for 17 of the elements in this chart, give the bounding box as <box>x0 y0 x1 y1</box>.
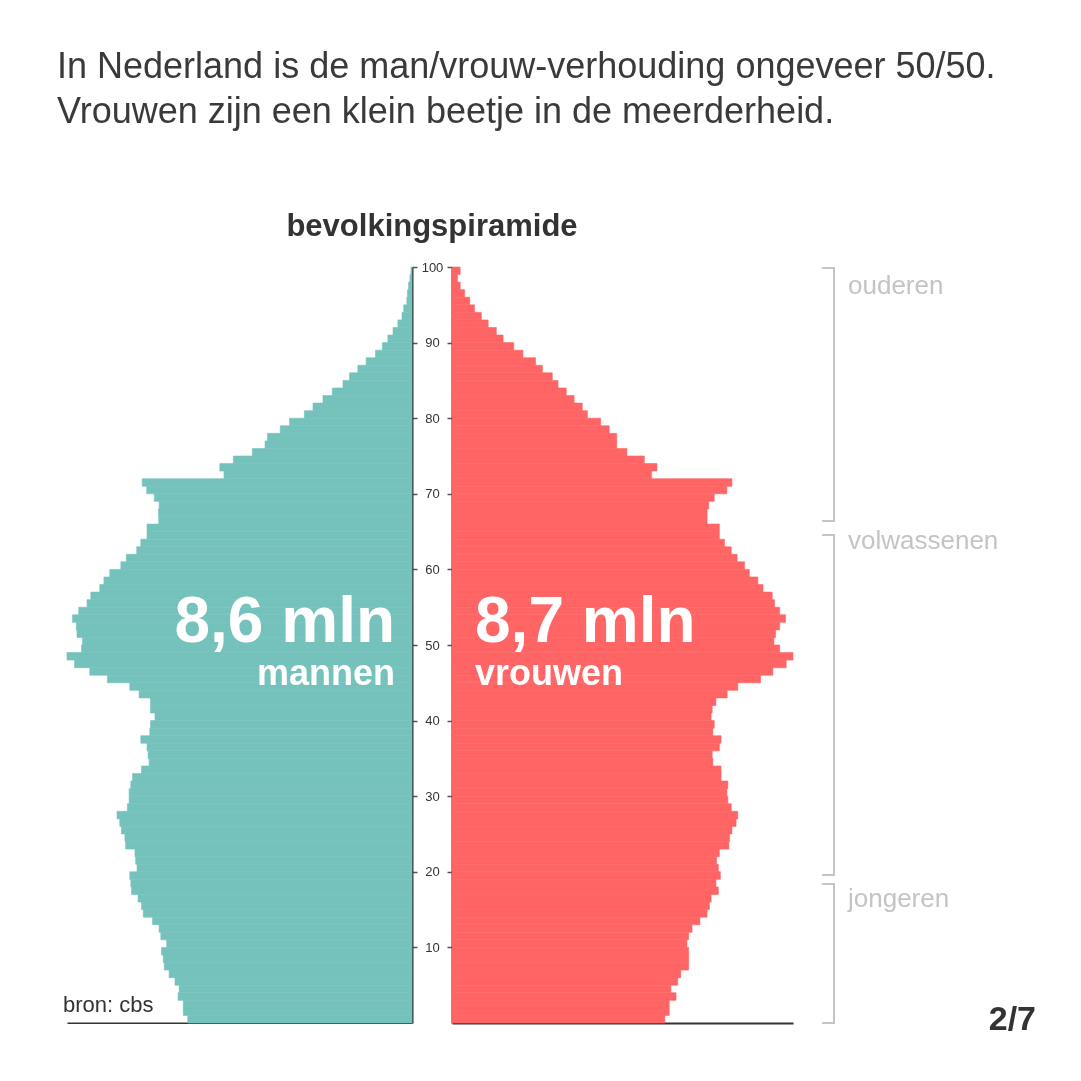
y-tick-label: 90 <box>425 335 440 351</box>
text: ouderen <box>848 270 944 300</box>
y-tick-label: 50 <box>425 637 440 653</box>
y-tick-label: 70 <box>425 486 440 502</box>
text: volwassenen <box>848 525 999 555</box>
y-tick-label: 40 <box>425 713 440 729</box>
annotation: bron: cbs <box>63 992 154 1017</box>
y-tick-label: 30 <box>425 788 440 804</box>
text: In Nederland is de man/vrouw-verhouding ongeveer 50/50. Vrouwen zijn een klein beetje in de meerderheid. <box>57 44 997 133</box>
y-tick-label: 60 <box>425 561 440 577</box>
y-tick-label: 100 <box>421 259 444 275</box>
y-tick-label: 20 <box>425 864 440 880</box>
text: 2/7 <box>988 999 1036 1037</box>
chart-subtitle: bevolkingspiramide <box>285 208 579 243</box>
y-tick-label: 80 <box>425 410 440 426</box>
text: jongeren <box>847 883 950 913</box>
y-tick-label: 10 <box>425 939 440 955</box>
